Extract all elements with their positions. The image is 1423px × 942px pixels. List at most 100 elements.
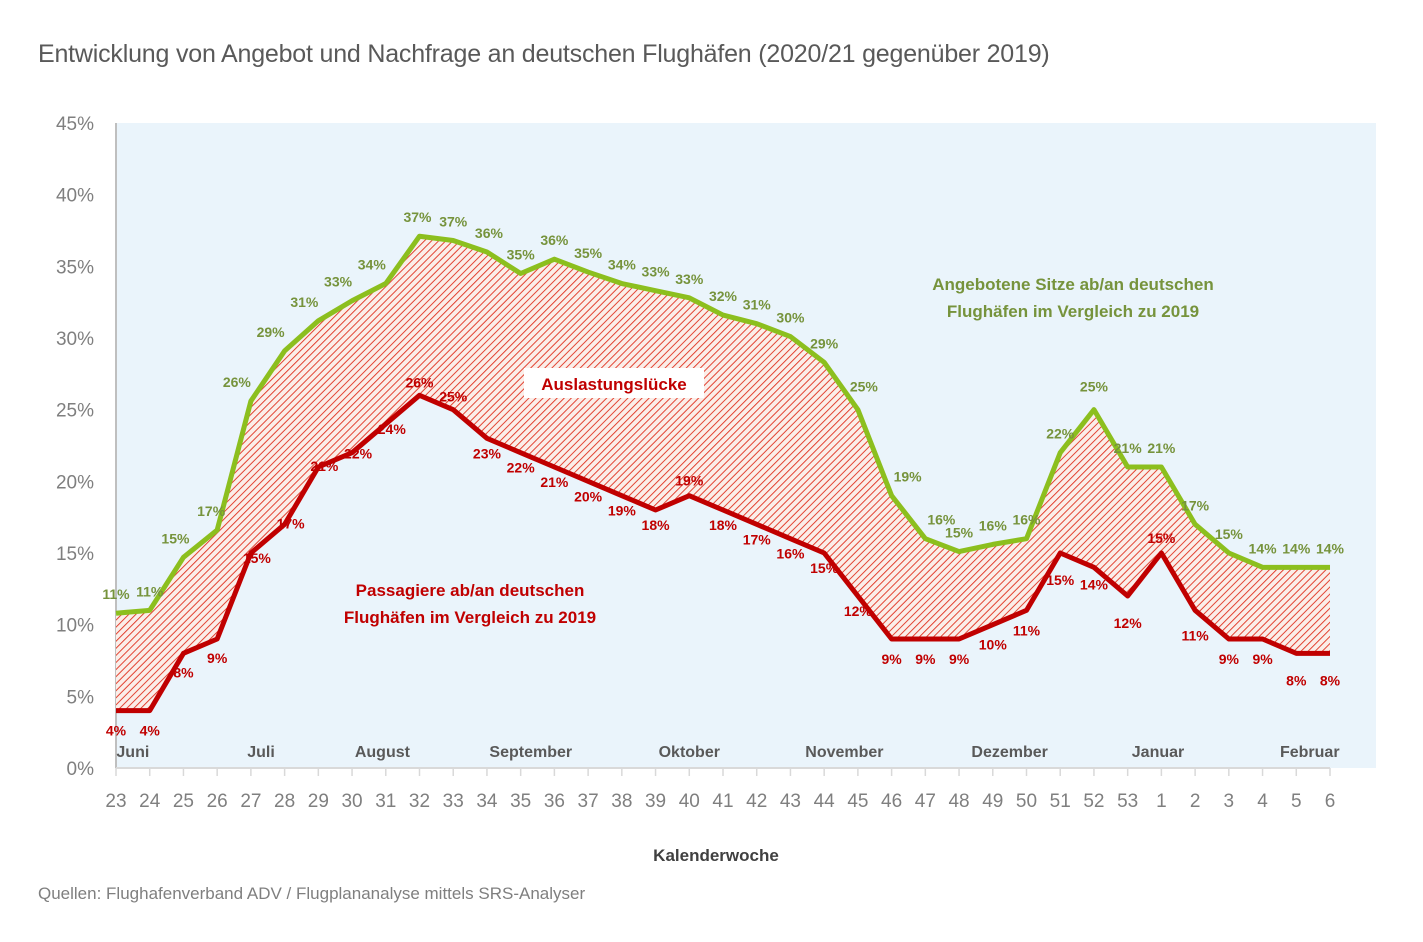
passengers-data-label: 22% [344, 446, 373, 462]
x-tick-label: 36 [544, 791, 565, 812]
source-note: Quellen: Flughafenverband ADV / Flugplan… [38, 884, 586, 903]
seats-data-label: 11% [102, 586, 130, 602]
passengers-data-label: 25% [439, 389, 468, 405]
y-tick-label: 5% [67, 687, 95, 708]
x-tick-label: 53 [1117, 791, 1138, 812]
y-tick-label: 30% [56, 329, 94, 350]
seats-data-label: 37% [439, 214, 468, 230]
y-tick-label: 40% [56, 186, 94, 207]
seats-data-label: 15% [945, 525, 974, 541]
seats-data-label: 16% [1012, 512, 1041, 528]
seats-data-label: 17% [197, 503, 226, 519]
month-label: Oktober [659, 744, 720, 761]
seats-data-label: 26% [223, 374, 252, 390]
x-tick-label: 4 [1257, 791, 1268, 812]
passengers-data-label: 23% [473, 445, 502, 461]
passengers-data-label: 9% [915, 651, 936, 667]
seats-data-label: 30% [776, 310, 805, 326]
month-label: Juli [247, 744, 275, 761]
seats-annotation-line2: Flughäfen im Vergleich zu 2019 [947, 302, 1199, 321]
passengers-data-label: 11% [1181, 627, 1209, 643]
y-tick-label: 25% [56, 401, 94, 422]
y-tick-label: 15% [56, 544, 94, 565]
seats-data-label: 11% [136, 583, 164, 599]
seats-data-label: 22% [1046, 426, 1075, 442]
seats-data-label: 31% [743, 297, 772, 313]
passengers-data-label: 15% [1046, 572, 1075, 588]
x-tick-label: 51 [1050, 791, 1071, 812]
seats-data-label: 15% [1215, 526, 1244, 542]
x-tick-label: 32 [409, 791, 430, 812]
x-tick-label: 37 [578, 791, 599, 812]
seats-annotation-line1: Angebotene Sitze ab/an deutschen [932, 275, 1214, 294]
passengers-data-label: 18% [709, 517, 738, 533]
month-label: Dezember [971, 744, 1047, 761]
seats-data-label: 36% [540, 232, 569, 248]
seats-data-label: 29% [257, 324, 286, 340]
x-tick-label: 48 [948, 791, 969, 812]
x-tick-label: 2 [1190, 791, 1201, 812]
passengers-data-label: 15% [1147, 530, 1176, 546]
gap-label-box [524, 368, 704, 398]
passengers-data-label: 17% [743, 531, 772, 547]
seats-data-label: 16% [927, 512, 956, 528]
seats-data-label: 14% [1249, 540, 1278, 556]
seats-data-label: 14% [1316, 540, 1345, 556]
x-tick-label: 24 [139, 791, 161, 812]
seats-data-label: 33% [324, 274, 353, 290]
x-tick-label: 44 [814, 791, 836, 812]
seats-data-label: 14% [1282, 540, 1311, 556]
x-tick-label: 50 [1016, 791, 1037, 812]
x-tick-label: 43 [780, 791, 801, 812]
passengers-data-label: 4% [106, 723, 127, 739]
x-tick-label: 49 [982, 791, 1003, 812]
passengers-data-label: 8% [1286, 672, 1307, 688]
month-label: August [355, 744, 411, 761]
y-tick-label: 10% [56, 616, 94, 637]
x-tick-label: 3 [1224, 791, 1235, 812]
seats-data-label: 21% [1114, 440, 1143, 456]
y-tick-label: 35% [56, 257, 94, 278]
passengers-data-label: 14% [1080, 576, 1109, 592]
passengers-data-label: 17% [277, 515, 306, 531]
passengers-data-label: 4% [140, 723, 161, 739]
passengers-data-label: 11% [1013, 622, 1041, 638]
passengers-annotation-line1: Passagiere ab/an deutschen [356, 581, 585, 600]
passengers-data-label: 15% [243, 550, 272, 566]
x-tick-label: 35 [510, 791, 531, 812]
x-tick-label: 39 [645, 791, 666, 812]
month-label: Juni [116, 744, 149, 761]
month-label: Februar [1280, 744, 1340, 761]
seats-data-label: 19% [894, 469, 923, 485]
x-tick-label: 45 [847, 791, 868, 812]
x-tick-label: 26 [207, 791, 228, 812]
seats-data-label: 33% [675, 271, 704, 287]
seats-data-label: 34% [358, 257, 387, 273]
x-tick-label: 30 [341, 791, 362, 812]
seats-data-label: 33% [642, 264, 671, 280]
x-tick-label: 28 [274, 791, 295, 812]
passengers-data-label: 20% [574, 488, 603, 504]
seats-line [115, 233, 1330, 616]
passengers-data-label: 9% [881, 651, 902, 667]
passengers-data-label: 9% [949, 651, 970, 667]
x-tick-label: 23 [105, 791, 126, 812]
x-tick-label: 46 [881, 791, 902, 812]
passengers-data-label: 8% [1320, 672, 1341, 688]
seats-data-label: 35% [507, 247, 536, 263]
x-axis-title: Kalenderwoche [653, 846, 779, 865]
passengers-data-label: 8% [173, 664, 194, 680]
y-tick-label: 20% [56, 472, 94, 493]
passengers-data-label: 18% [642, 517, 671, 533]
x-tick-label: 6 [1325, 791, 1336, 812]
passengers-data-label: 24% [378, 421, 407, 437]
passengers-data-label: 16% [776, 546, 805, 562]
x-tick-label: 47 [915, 791, 936, 812]
seats-data-label: 25% [850, 379, 879, 395]
x-tick-label: 31 [375, 791, 396, 812]
x-tick-label: 33 [443, 791, 464, 812]
x-tick-label: 27 [240, 791, 261, 812]
passengers-line [116, 392, 1330, 714]
seats-data-label: 29% [810, 335, 839, 351]
